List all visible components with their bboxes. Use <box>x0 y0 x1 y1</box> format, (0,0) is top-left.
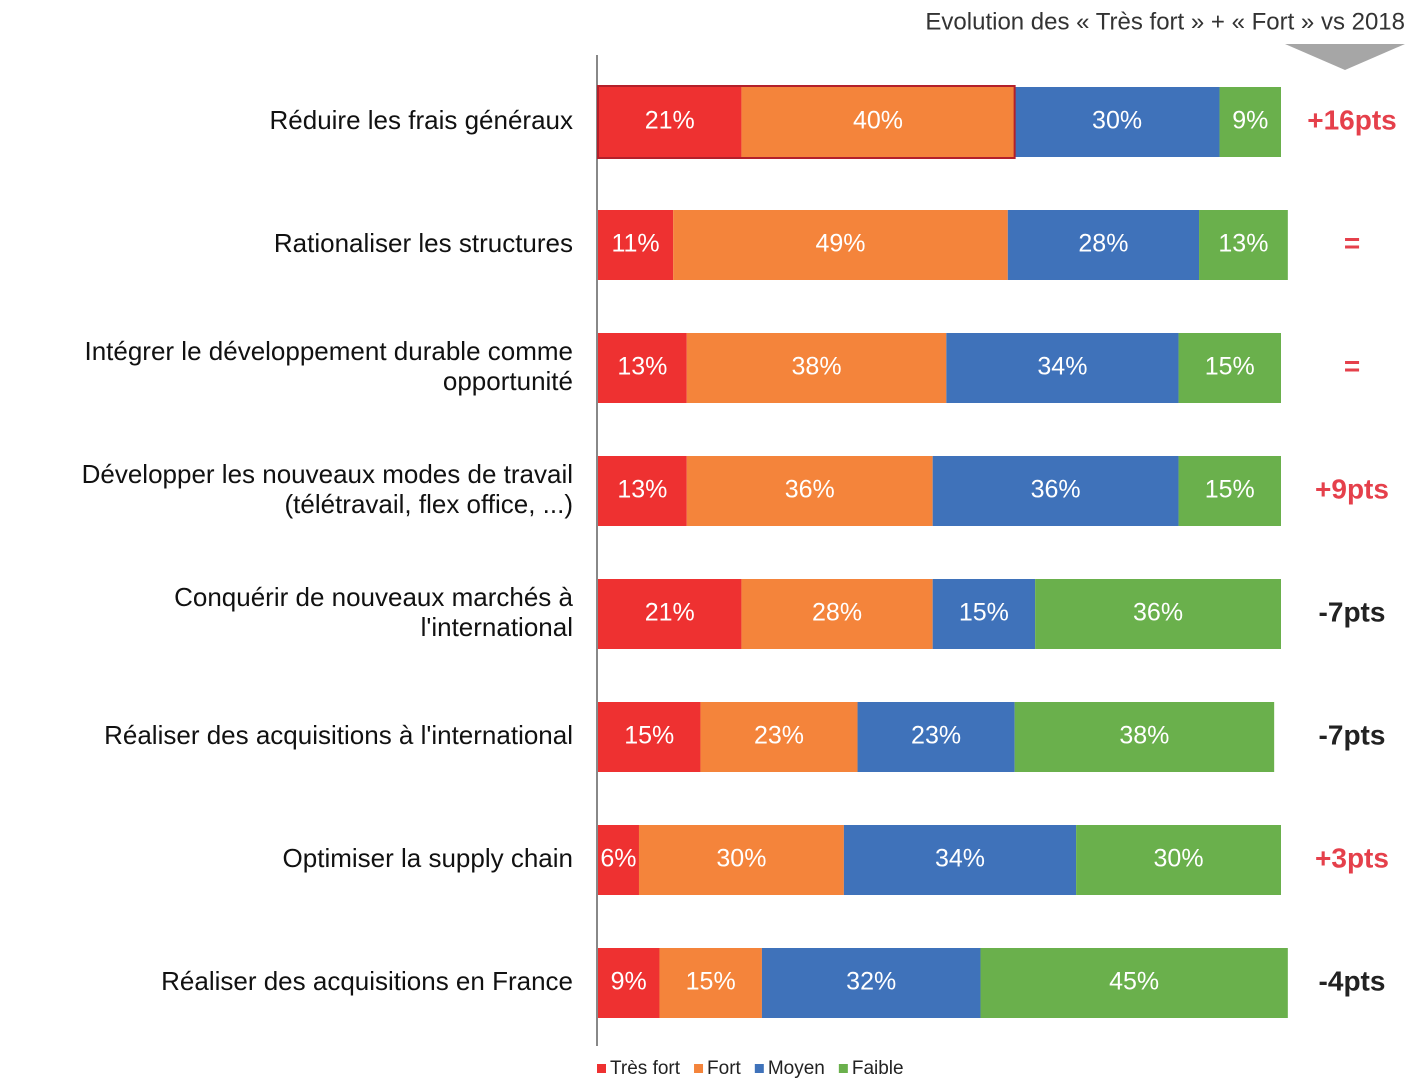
bar-segment <box>1035 579 1281 649</box>
value-label: 9% <box>1232 107 1268 135</box>
highlight-box <box>597 85 1016 159</box>
bar-segment <box>659 948 762 1018</box>
category-label: Réaliser des acquisitions à l'internatio… <box>104 720 573 750</box>
legend-label: Faible <box>852 1058 904 1079</box>
value-label: 15% <box>1205 353 1255 381</box>
value-label: 30% <box>716 845 766 873</box>
bar-segment <box>843 825 1077 895</box>
category-label: Développer les nouveaux modes de travail <box>82 459 573 489</box>
value-label: 15% <box>1205 476 1255 504</box>
bar-segment <box>598 702 701 772</box>
category-label: Réaliser des acquisitions en France <box>161 966 573 996</box>
annotation: = <box>1344 350 1360 381</box>
annotation: +16pts <box>1307 104 1397 135</box>
annotation: -7pts <box>1319 719 1386 750</box>
category-label: Intégrer le développement durable comme <box>84 336 573 366</box>
annotation: +9pts <box>1315 473 1389 504</box>
value-label: 6% <box>600 845 636 873</box>
value-label: 28% <box>812 599 862 627</box>
arrow <box>1285 44 1405 70</box>
bar-segment <box>980 948 1288 1018</box>
category-label: Réduire les frais généraux <box>270 105 574 135</box>
value-label: 34% <box>935 845 985 873</box>
value-label: 36% <box>785 476 835 504</box>
category-label: Rationaliser les structures <box>274 228 573 258</box>
value-label: 30% <box>1092 107 1142 135</box>
bar-segment <box>700 702 858 772</box>
bar-segment <box>1014 87 1220 157</box>
category-label: l'international <box>421 612 573 642</box>
annotation: = <box>1344 227 1360 258</box>
value-label: 13% <box>617 476 667 504</box>
bar-segment <box>673 210 1008 280</box>
value-label: 23% <box>911 722 961 750</box>
value-label: 28% <box>1078 230 1128 258</box>
category-label: opportunité <box>443 366 573 396</box>
value-label: 13% <box>1218 230 1268 258</box>
bar-segment <box>598 825 639 895</box>
value-label: 34% <box>1037 353 1087 381</box>
bar-segment <box>686 333 947 403</box>
bar-segment <box>1014 702 1275 772</box>
bar-segment <box>598 948 660 1018</box>
subtitle: Evolution des « Très fort » + « Fort » v… <box>925 8 1405 35</box>
bar-segment <box>946 333 1179 403</box>
legend-label: Fort <box>707 1058 742 1079</box>
bar-segment <box>761 948 981 1018</box>
bar-segment <box>598 210 674 280</box>
value-label: 32% <box>846 968 896 996</box>
bar-segment <box>1007 210 1200 280</box>
value-label: 21% <box>645 599 695 627</box>
annotation: -4pts <box>1319 965 1386 996</box>
value-label: 49% <box>815 230 865 258</box>
legend-swatch <box>597 1064 606 1073</box>
legend-label: Moyen <box>768 1058 825 1079</box>
bar-segment <box>741 579 933 649</box>
value-label: 30% <box>1154 845 1204 873</box>
bar-segment <box>1076 825 1281 895</box>
value-label: 40% <box>853 107 903 135</box>
bar-segment <box>932 579 1036 649</box>
bar-segment <box>598 333 687 403</box>
value-label: 23% <box>754 722 804 750</box>
value-label: 15% <box>686 968 736 996</box>
value-label: 15% <box>959 599 1009 627</box>
legend-swatch <box>754 1064 764 1073</box>
bar-segment <box>1178 456 1281 526</box>
value-label: 15% <box>624 722 674 750</box>
bar-segment <box>1178 333 1281 403</box>
annotation: -7pts <box>1319 596 1386 627</box>
bar-segment <box>741 87 1015 157</box>
category-label: Conquérir de nouveaux marchés à <box>174 582 573 612</box>
value-label: 38% <box>792 353 842 381</box>
bar-segment <box>857 702 1015 772</box>
value-label: 36% <box>1031 476 1081 504</box>
value-label: 36% <box>1133 599 1183 627</box>
bar-segment <box>1199 210 1288 280</box>
bar-segment <box>598 579 742 649</box>
bar-segment <box>598 456 687 526</box>
value-label: 21% <box>645 107 695 135</box>
bar-segment <box>932 456 1179 526</box>
value-label: 9% <box>611 968 647 996</box>
value-label: 45% <box>1109 968 1159 996</box>
category-label: Optimiser la supply chain <box>283 843 573 873</box>
value-label: 11% <box>611 230 659 258</box>
bar-segment <box>598 87 742 157</box>
bar-segment <box>1219 87 1281 157</box>
legend-swatch <box>838 1064 848 1073</box>
value-label: 38% <box>1119 722 1169 750</box>
annotation: +3pts <box>1315 842 1389 873</box>
legend-label: Très fort <box>610 1058 681 1079</box>
bar-segment <box>686 456 933 526</box>
value-label: 13% <box>617 353 667 381</box>
category-label: (télétravail, flex office, ...) <box>284 489 573 519</box>
legend-swatch <box>694 1064 704 1073</box>
bar-segment <box>638 825 844 895</box>
